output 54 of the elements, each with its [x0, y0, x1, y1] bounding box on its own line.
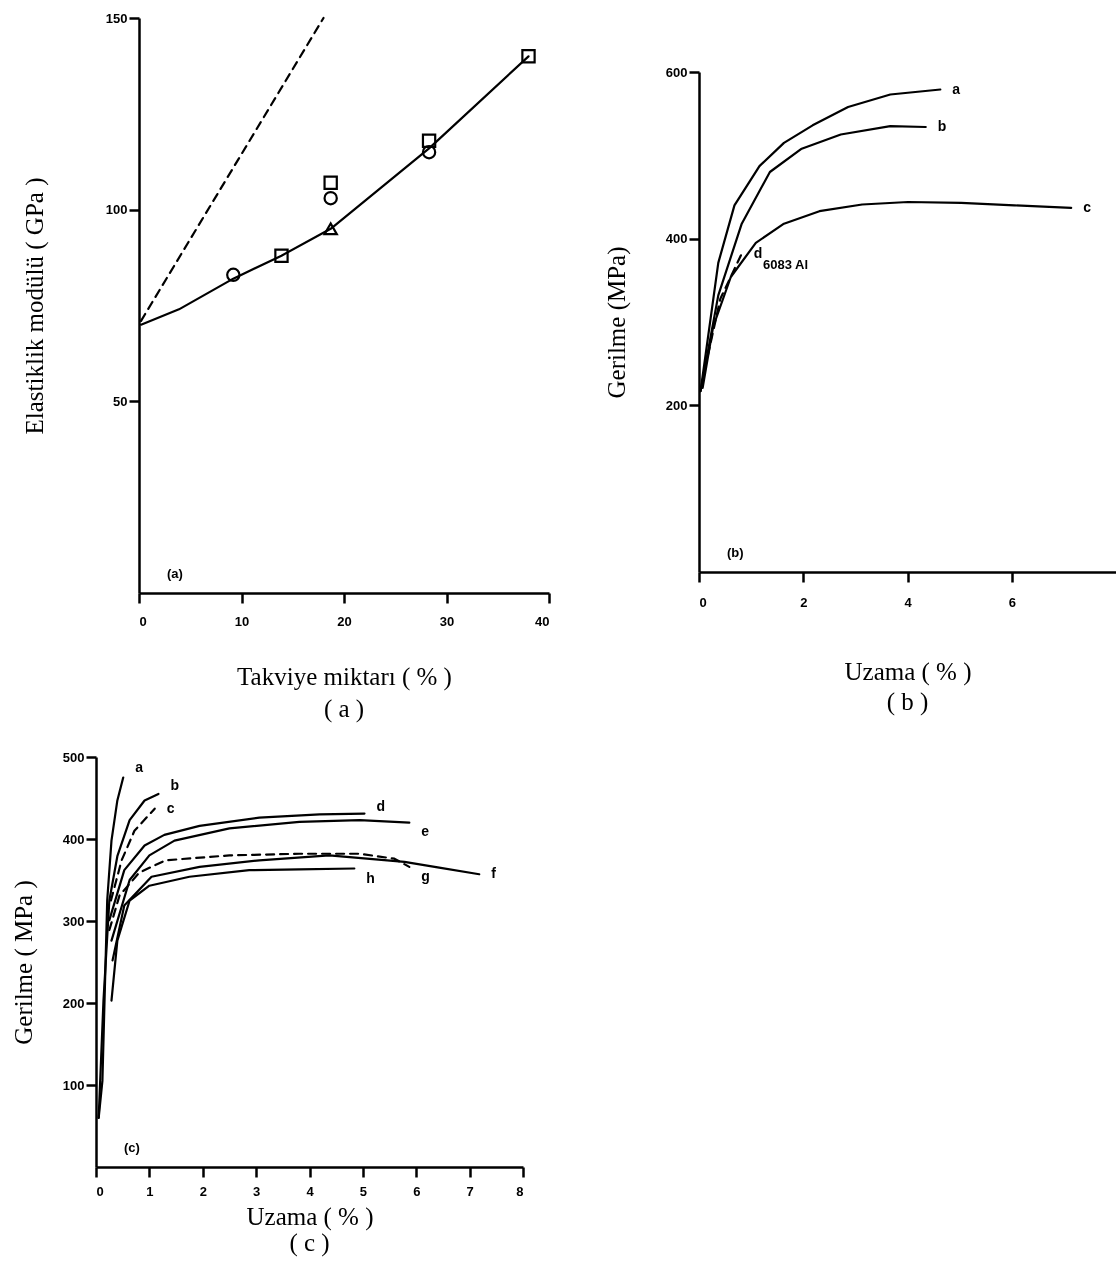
x-tick-label: 7	[466, 1183, 474, 1199]
series-label: g	[421, 867, 430, 884]
x-tick-label: 6	[413, 1183, 421, 1199]
x-tick-label: 1	[146, 1183, 154, 1199]
x-tick-label: 8	[516, 1183, 524, 1199]
x-tick-label: 3	[253, 1183, 261, 1199]
series-label: b	[937, 118, 947, 134]
series-label: b	[170, 776, 180, 793]
y-axis-title: Gerilme ( MPa )	[9, 880, 38, 1045]
y-axis-title: Elastiklik modülü ( GPa )	[20, 177, 49, 435]
series-label: e	[421, 822, 430, 839]
series-label: c	[166, 799, 175, 816]
x-tick-label: 0	[699, 594, 707, 610]
text: ( b )	[886, 688, 929, 716]
series-label: d	[376, 797, 386, 814]
y-tick-label: 500	[62, 749, 85, 765]
x-tick-label: 6	[1008, 594, 1016, 610]
annotation: (a)	[167, 566, 183, 581]
x-tick-label: 4	[306, 1183, 315, 1199]
x-axis-title: Takviye miktarı ( % )	[237, 662, 452, 691]
x-axis-title: Uzama ( % )	[246, 1202, 374, 1231]
x-tick-label: 10	[234, 613, 250, 629]
text: ( c )	[289, 1229, 330, 1257]
annotation: (c)	[124, 1140, 140, 1155]
annotation: 6083 Al	[763, 257, 809, 272]
x-tick-label: 2	[800, 594, 808, 610]
x-tick-label: 20	[337, 613, 352, 629]
x-tick-label: 0	[96, 1183, 104, 1199]
y-tick-label: 200	[665, 397, 688, 413]
x-tick-label: 5	[359, 1183, 367, 1199]
y-tick-label: 150	[105, 10, 128, 26]
series-label: c	[1083, 198, 1092, 215]
series-label: a	[952, 80, 961, 97]
y-tick-label: 200	[62, 995, 85, 1011]
series-label: a	[135, 758, 144, 775]
y-tick-label: 400	[62, 831, 85, 847]
x-tick-label: 40	[535, 613, 550, 629]
y-tick-label: 100	[105, 202, 128, 218]
x-tick-label: 2	[199, 1183, 207, 1199]
y-tick-label: 100	[62, 1077, 85, 1093]
series-label: h	[366, 869, 375, 886]
series-label: f	[491, 865, 497, 882]
y-tick-label: 600	[665, 64, 688, 80]
annotation: (b)	[727, 545, 744, 560]
y-tick-label: 50	[113, 393, 128, 409]
y-tick-label: 400	[665, 231, 688, 247]
y-axis-title: Gerilme (MPa)	[602, 246, 631, 399]
x-tick-label: 30	[439, 613, 455, 629]
x-tick-label: 4	[904, 594, 913, 610]
y-tick-label: 300	[62, 913, 85, 929]
text: ( a )	[323, 695, 365, 723]
series-label: d	[753, 244, 763, 261]
x-tick-label: 0	[139, 613, 147, 629]
x-axis-title: Uzama ( % )	[844, 657, 972, 686]
